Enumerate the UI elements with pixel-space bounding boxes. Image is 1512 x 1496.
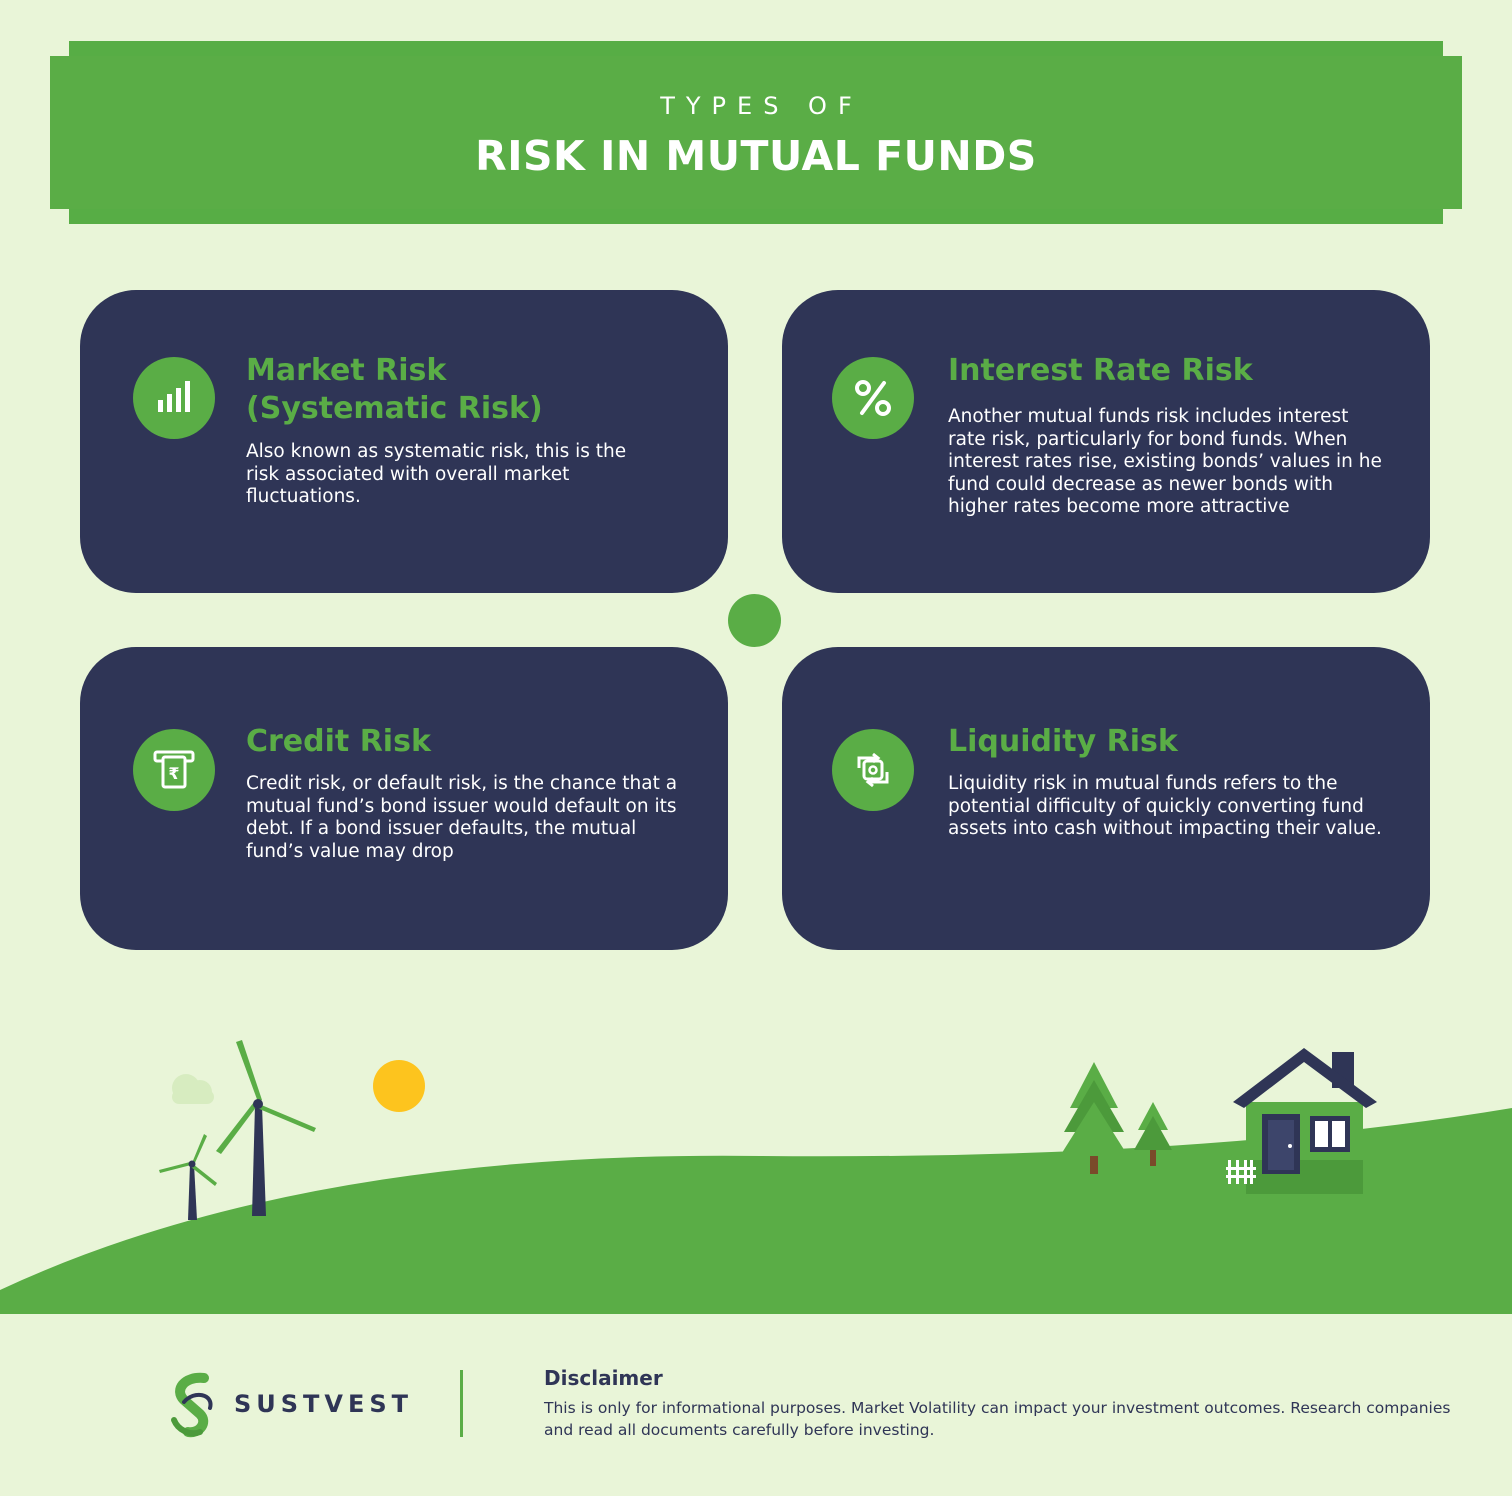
card-market-risk: Market Risk (Systematic Risk) Also known… [80,290,728,593]
disclaimer-text: This is only for informational purposes.… [544,1399,1451,1439]
currency-exchange-icon [832,729,914,811]
tree-icon [1134,1102,1172,1166]
bar-chart-icon [133,357,215,439]
card-title: Credit Risk [246,724,431,759]
footer-divider [460,1370,463,1437]
landscape-illustration [0,1040,1512,1314]
sun-icon [373,1060,425,1112]
svg-text:₹: ₹ [168,764,179,783]
fence-icon [1226,1160,1256,1184]
card-interest-rate-risk: Interest Rate Risk Another mutual funds … [782,290,1430,593]
atm-rupee-icon: ₹ [133,729,215,811]
wind-turbine-icon [159,1134,217,1220]
wind-turbine-icon [216,1040,316,1216]
page-title: RISK IN MUTUAL FUNDS [475,132,1037,180]
logo-text: SUSTVEST [234,1390,414,1418]
header-banner: TYPES OF RISK IN MUTUAL FUNDS [50,56,1462,209]
card-body: Liquidity risk in mutual funds refers to… [948,773,1382,839]
card-body: Credit risk, or default risk, is the cha… [246,773,678,862]
house-icon [1233,1048,1377,1194]
sustvest-logo-icon [171,1372,213,1438]
card-body: Also known as systematic risk, this is t… [246,441,627,507]
center-dot [728,594,781,647]
card-credit-risk: ₹ Credit Risk Credit risk, or default ri… [80,647,728,950]
cloud-icon [172,1074,214,1104]
header-kicker: TYPES OF [660,92,863,120]
card-liquidity-risk: Liquidity Risk Liquidity risk in mutual … [782,647,1430,950]
card-title: Market Risk (Systematic Risk) [246,353,543,426]
percent-icon [832,357,914,439]
disclaimer-title: Disclaimer [544,1366,663,1390]
card-title: Interest Rate Risk [948,353,1253,388]
card-title: Liquidity Risk [948,724,1178,759]
card-body: Another mutual funds risk includes inter… [948,406,1382,517]
tree-icon [1060,1062,1128,1174]
